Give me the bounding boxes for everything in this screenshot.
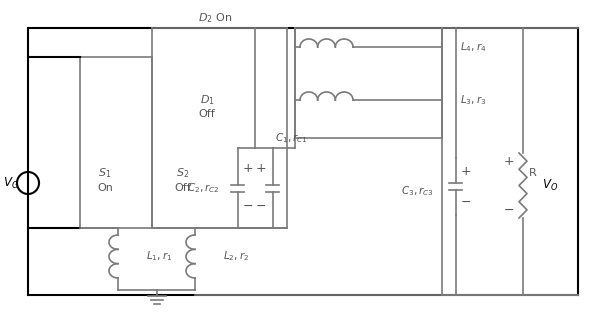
Text: $S_1$: $S_1$ [99, 166, 112, 180]
Text: R: R [529, 168, 537, 178]
Text: $C_2,r_{C2}$: $C_2,r_{C2}$ [188, 181, 220, 195]
Text: −: − [256, 200, 266, 212]
Text: $D_2$ On: $D_2$ On [198, 11, 232, 25]
Text: $L_4,r_4$: $L_4,r_4$ [460, 40, 486, 54]
Text: $V_O$: $V_O$ [542, 178, 558, 193]
Text: Off: Off [175, 183, 191, 193]
Text: $L_2,r_2$: $L_2,r_2$ [223, 250, 249, 263]
Text: +: + [460, 164, 471, 178]
Text: $S_2$: $S_2$ [177, 166, 189, 180]
Text: $D_1$: $D_1$ [200, 93, 214, 107]
Text: $V_G$: $V_G$ [3, 176, 19, 191]
Text: Off: Off [198, 109, 215, 119]
Text: −: − [504, 203, 514, 216]
Text: +: + [256, 161, 266, 175]
Text: $L_3,r_3$: $L_3,r_3$ [460, 93, 486, 107]
Text: −: − [243, 200, 253, 212]
Text: $C_3,r_{C3}$: $C_3,r_{C3}$ [401, 185, 434, 198]
Text: $C_1,r_{C1}$: $C_1,r_{C1}$ [275, 131, 308, 145]
Text: +: + [243, 161, 253, 175]
Text: On: On [97, 183, 113, 193]
Text: −: − [461, 196, 471, 208]
Text: $L_1,r_1$: $L_1,r_1$ [146, 250, 172, 263]
Text: +: + [504, 154, 514, 168]
